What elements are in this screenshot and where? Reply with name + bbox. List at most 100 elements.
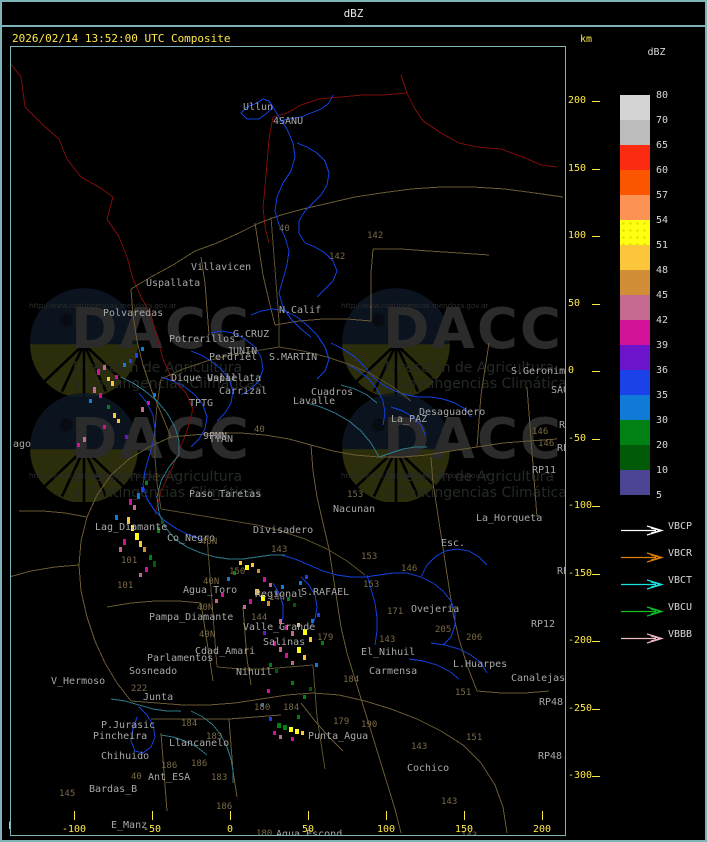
colorbar-swatch-45[interactable] <box>620 295 650 320</box>
place-label: Ant_ESA <box>148 772 191 783</box>
place-label: N.Calif <box>279 305 322 316</box>
colorbar-swatch-35[interactable] <box>620 395 650 420</box>
y-tick-mark <box>592 776 600 777</box>
arrow-legend-label: VBCU <box>668 602 693 613</box>
colorbar-swatch-36[interactable] <box>620 370 650 395</box>
arrow-legend-row: VBCR <box>616 547 706 574</box>
dacc-line2-c: y Contingencias Climáticas <box>73 485 263 501</box>
dacc-line1-b: Dirección de Agricultura <box>385 360 555 376</box>
timestamp-label: 2026/02/14 13:52:00 UTC Composite <box>12 32 231 45</box>
dacc-logo-watermark-2 <box>342 288 450 397</box>
x-tick-mark <box>74 811 75 820</box>
place-label: Salinas <box>263 637 306 648</box>
dacc-line1-c: Dirección de Agricultura <box>73 469 243 485</box>
x-tick-mark <box>152 811 153 820</box>
x-tick-mark <box>542 811 543 820</box>
route-label: 222 <box>131 684 148 694</box>
place-label: RP3 <box>557 566 565 577</box>
route-label: 184 <box>283 703 300 713</box>
colorbar-swatch-39[interactable] <box>620 345 650 370</box>
colorbar-swatch-20[interactable] <box>620 445 650 470</box>
place-label: Agua_Escond <box>276 829 343 836</box>
route-label: 184 <box>181 719 198 729</box>
y-tick-mark <box>592 101 600 102</box>
colorbar-swatch-10[interactable] <box>620 470 650 495</box>
route-label: 184 <box>343 675 360 685</box>
y-tick-mark <box>592 573 600 575</box>
place-label: Perdriel <box>209 352 258 363</box>
route-label: 40N <box>199 630 216 640</box>
place-label: RP48 <box>538 751 563 762</box>
place-label: Nihuil <box>236 667 273 678</box>
vector-arrow-icon <box>621 606 664 617</box>
route-label: 206 <box>466 633 483 643</box>
place-label: RP3 <box>559 420 565 431</box>
place-label: Villavicen <box>191 262 252 273</box>
place-label: Nacunan <box>333 504 376 515</box>
colorbar-swatch-65[interactable] <box>620 145 650 170</box>
radar-echoes <box>77 347 324 741</box>
colorbar-tick-label: 54 <box>656 215 669 226</box>
colorbar-swatch-51[interactable] <box>620 245 650 270</box>
dbz-colorbar[interactable] <box>620 95 650 495</box>
route-label: 40 <box>254 425 265 435</box>
map-canvas[interactable]: DACC DACC DACC DACC Dirección de Agricul… <box>11 47 565 835</box>
place-label: S.MARTIN <box>269 352 318 363</box>
place-label: Co_Negro <box>167 533 216 544</box>
colorbar-swatch-57[interactable] <box>620 195 650 220</box>
route-label: 142 <box>329 252 346 262</box>
colorbar-tick-label: 65 <box>656 140 669 151</box>
place-label: Pincheira <box>93 731 148 742</box>
route-label: 144 <box>251 613 268 623</box>
place-label: Punta_Agua <box>308 731 369 742</box>
arrow-legend-row: VBCP <box>616 520 706 547</box>
place-label: La_Horqueta <box>476 513 543 524</box>
route-label: 146 <box>538 439 555 449</box>
place-label: Lavalle <box>293 396 336 407</box>
dacc-url-2: http://www.contingencias.mendoza.gov.ar <box>341 302 489 310</box>
place-label: Desaguadero <box>419 407 486 418</box>
colorbar-swatch-30[interactable] <box>620 420 650 445</box>
dacc-url-3: http://www.contingencias.mendoza.gov.ar <box>29 472 177 480</box>
place-label: S.Geronimo <box>511 366 565 377</box>
colorbar-tick-label: 39 <box>656 340 669 351</box>
y-tick-mark <box>592 371 600 372</box>
x-tick-mark <box>464 811 465 820</box>
place-label: S.RAFAEL <box>301 587 350 598</box>
colorbar-tick-label: 60 <box>656 165 669 176</box>
vector-arrow-icon <box>621 633 664 644</box>
route-label: 143 <box>271 545 288 555</box>
radar-map-panel[interactable]: 2026/02/14 13:52:00 UTC Composite km km <box>2 29 606 840</box>
colorbar-swatch-80[interactable] <box>620 95 650 120</box>
x-axis-tick: 100 <box>366 811 406 835</box>
dacc-logo-watermark-4 <box>342 393 450 502</box>
colorbar-swatch-42[interactable] <box>620 320 650 345</box>
y-axis-tick: -150 <box>568 568 600 579</box>
route-label: 142 <box>367 231 384 241</box>
y-tick-mark <box>592 236 600 237</box>
colorbar-swatch-54[interactable] <box>620 220 650 245</box>
place-label: El_Nihuil <box>361 647 416 658</box>
colorbar-swatch-60[interactable] <box>620 170 650 195</box>
route-label: 40 <box>279 224 290 234</box>
colorbar-swatch-70[interactable] <box>620 120 650 145</box>
dacc-url-1: http://www.contingencias.mendoza.gov.ar <box>29 302 177 310</box>
route-label: 183 <box>206 732 223 742</box>
route-label: 186 <box>191 759 208 769</box>
place-label: Llancanelo <box>169 738 230 749</box>
route-label: 205 <box>435 625 452 635</box>
arrow-legend-label: VBBB <box>668 629 693 640</box>
colorbar-tick-label: 35 <box>656 390 669 401</box>
y-axis-tick: -200 <box>568 635 600 646</box>
colorbar-swatch-48[interactable] <box>620 270 650 295</box>
dacc-line1-d: Dirección de Agricultura <box>385 469 555 485</box>
route-label: 179 <box>317 633 334 643</box>
place-label: Regional <box>255 589 304 600</box>
dacc-line1-a: Dirección de Agricultura <box>73 360 243 376</box>
route-label: 40 <box>131 772 142 782</box>
dacc-wordmark-2: DACC <box>383 297 564 362</box>
route-label: 40N <box>197 603 214 613</box>
y-axis-tick: 200 <box>568 95 600 106</box>
colorbar-tick-label: 48 <box>656 265 669 276</box>
route-label: 150 <box>229 567 246 577</box>
